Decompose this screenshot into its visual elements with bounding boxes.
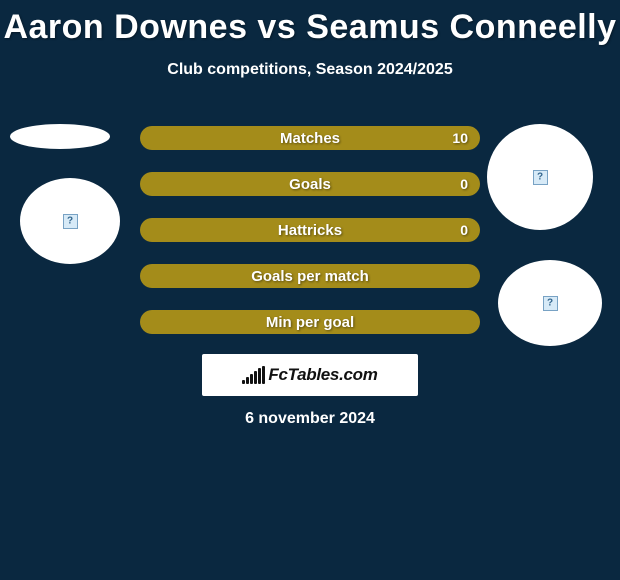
brand-box: FcTables.com (202, 354, 418, 396)
page-title: Aaron Downes vs Seamus Conneelly (0, 0, 620, 47)
stat-label: Goals (289, 176, 331, 193)
stat-bar-matches: Matches 10 (140, 126, 480, 150)
player-circle-right-bottom (498, 260, 602, 346)
stat-label: Hattricks (278, 222, 342, 239)
stat-value: 10 (452, 130, 468, 146)
stat-value: 0 (460, 176, 468, 192)
image-placeholder-icon (63, 214, 78, 229)
stat-bar-hattricks: Hattricks 0 (140, 218, 480, 242)
image-placeholder-icon (533, 170, 548, 185)
stat-bar-goals-per-match: Goals per match (140, 264, 480, 288)
stat-label: Matches (280, 130, 340, 147)
stat-value: 0 (460, 222, 468, 238)
brand-text: FcTables.com (268, 365, 377, 385)
stat-bar-goals: Goals 0 (140, 172, 480, 196)
date-text: 6 november 2024 (0, 410, 620, 428)
stat-label: Goals per match (251, 268, 369, 285)
brand-bars-icon (242, 366, 264, 384)
player-circle-right-top (487, 124, 593, 230)
stat-bar-min-per-goal: Min per goal (140, 310, 480, 334)
subtitle: Club competitions, Season 2024/2025 (0, 61, 620, 79)
player-circle-left (20, 178, 120, 264)
player-ellipse-left-top (10, 124, 110, 149)
stat-label: Min per goal (266, 314, 354, 331)
image-placeholder-icon (543, 296, 558, 311)
stats-bars: Matches 10 Goals 0 Hattricks 0 Goals per… (140, 126, 480, 356)
